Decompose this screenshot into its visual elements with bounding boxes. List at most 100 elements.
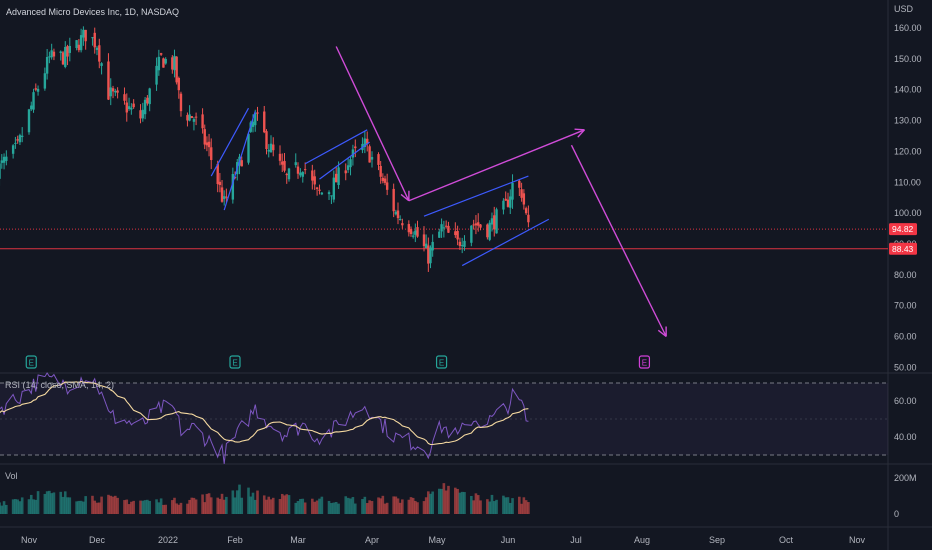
volume-bar — [313, 501, 317, 514]
candle-body — [164, 58, 167, 64]
volume-bar — [311, 498, 314, 514]
candle-body — [247, 133, 250, 163]
volume-bar — [125, 499, 129, 514]
time-tick-label: 2022 — [158, 535, 178, 545]
volume-bar — [216, 497, 220, 514]
candle-body — [368, 146, 371, 163]
arrow-down-1 — [335, 46, 410, 202]
candle-body — [416, 227, 419, 237]
candle-body — [16, 139, 19, 141]
volume-bar — [269, 499, 273, 514]
volume-bar — [256, 490, 259, 514]
candle-body — [334, 173, 338, 183]
volume-bar — [520, 503, 523, 514]
candle-body — [524, 208, 528, 214]
volume-bar — [233, 497, 237, 514]
volume-bar — [392, 496, 395, 514]
volume-bar — [444, 490, 448, 514]
volume-bar — [287, 495, 291, 514]
volume-bar — [414, 500, 417, 514]
candle-body — [18, 135, 22, 143]
candle-body — [0, 160, 4, 163]
volume-bar — [327, 500, 331, 514]
volume-bar — [442, 483, 446, 514]
candle-body — [429, 247, 432, 264]
volume-bar — [385, 502, 389, 514]
volume-bar — [280, 493, 284, 514]
candle-body — [520, 189, 523, 198]
price-tick-label: 50.00 — [894, 362, 917, 372]
volume-bar — [368, 500, 371, 514]
earnings-marker-icon — [229, 355, 241, 369]
candle-body — [32, 92, 35, 110]
candle-body — [240, 160, 243, 167]
price-tag-label: 88.43 — [892, 244, 914, 254]
volume-bar — [463, 492, 466, 514]
volume-bar — [508, 502, 512, 514]
candle-body — [146, 97, 149, 104]
volume-bar — [479, 500, 482, 514]
time-tick-label: Sep — [709, 535, 725, 545]
volume-bar — [476, 495, 480, 514]
volume-bar — [111, 496, 115, 514]
candle-body — [210, 147, 213, 161]
chart-title: Advanced Micro Devices Inc, 1D, NASDAQ — [6, 7, 179, 17]
candle-body — [77, 44, 81, 51]
volume-bar — [353, 503, 357, 514]
volume-bar — [253, 499, 257, 514]
volume-bar — [66, 497, 69, 514]
candle-body — [337, 167, 340, 186]
rsi-band-fill — [0, 383, 888, 455]
volume-bar — [294, 502, 298, 514]
candle-body — [299, 172, 302, 176]
volume-bar — [48, 490, 51, 514]
candle-body — [98, 45, 101, 62]
volume-bar — [18, 501, 22, 514]
candle-body — [470, 225, 473, 243]
rsi-tick-label: 60.00 — [894, 396, 917, 406]
candle-body — [315, 187, 319, 189]
volume-bar — [299, 498, 302, 514]
volume-bar — [318, 498, 321, 514]
price-tick-label: 110.00 — [894, 177, 921, 187]
volume-bar — [235, 490, 239, 514]
volume-bar — [379, 498, 382, 514]
volume-bar — [486, 499, 489, 514]
volume-bar — [522, 497, 526, 514]
candle-body — [281, 161, 284, 165]
axes: 160.00 150.00 140.00 130.00 120.00 110.00 100.… — [21, 23, 922, 545]
time-tick-label: Feb — [227, 535, 243, 545]
candle-body — [79, 35, 83, 51]
candle-body — [222, 196, 226, 199]
candle-body — [486, 224, 489, 238]
volume-bar — [175, 503, 178, 514]
candle-body — [398, 219, 402, 221]
volume-bar — [262, 495, 266, 514]
candle-body — [269, 143, 273, 153]
volume-bar — [209, 497, 213, 514]
candle-body — [283, 160, 286, 171]
candle-body — [396, 210, 400, 219]
volume-bar — [527, 502, 530, 514]
volume-bar — [249, 496, 253, 514]
candle-body — [192, 119, 196, 122]
candle-body — [265, 131, 268, 150]
candle-body — [114, 90, 117, 93]
volume-bar — [162, 504, 165, 514]
candle-body — [327, 192, 331, 195]
candle-body — [111, 88, 115, 92]
candle-body — [377, 154, 380, 165]
candle-body — [383, 178, 387, 183]
candle-body — [493, 215, 496, 230]
candle-body — [522, 193, 526, 205]
price-tag-box — [889, 242, 917, 255]
candle-body — [488, 222, 491, 240]
volume-bar — [52, 492, 56, 514]
candle-body — [34, 88, 37, 90]
candle-body — [194, 116, 198, 118]
volume-bar — [351, 497, 355, 514]
candle-body — [186, 115, 189, 121]
time-tick-label: Nov — [21, 535, 38, 545]
candle-body — [440, 224, 443, 232]
